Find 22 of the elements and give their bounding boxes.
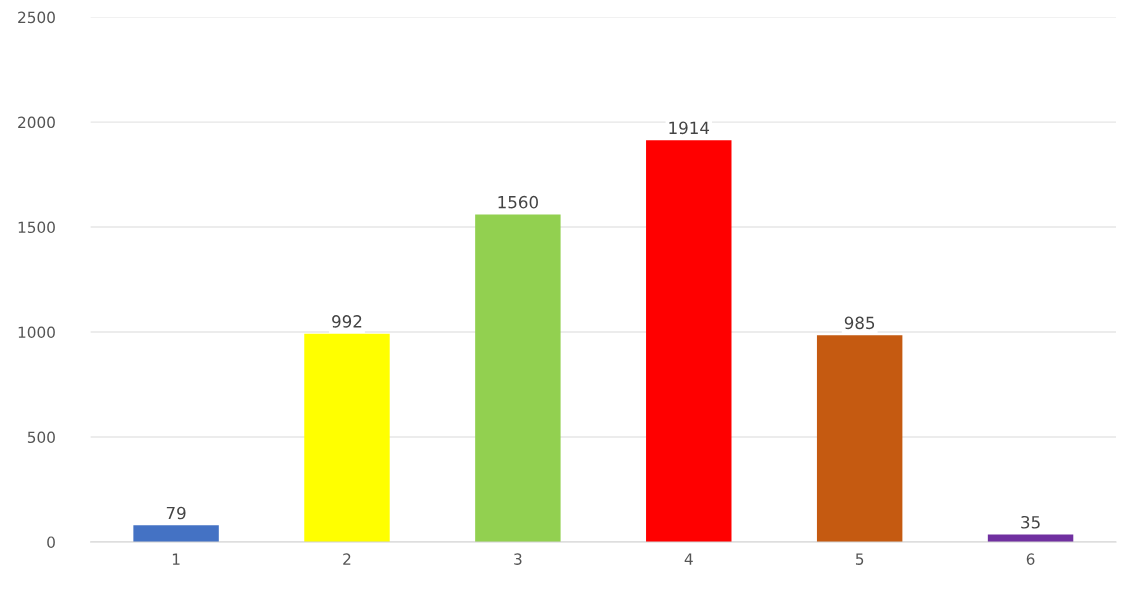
- bar: [816, 335, 903, 542]
- x-tick-label: 2: [343, 553, 351, 565]
- x-tick-label: 4: [684, 553, 693, 565]
- y-tick-label: 1500: [18, 221, 55, 234]
- data-label: 985: [844, 316, 875, 330]
- x-tick-label: 6: [1026, 553, 1035, 565]
- data-label: 79: [166, 506, 186, 520]
- x-tick-label: 5: [855, 553, 864, 565]
- x-tick-label: 3: [514, 553, 522, 565]
- bar: [133, 525, 219, 542]
- bar: [304, 333, 390, 542]
- y-tick-label: 0: [47, 536, 55, 548]
- x-tick-label: 1: [172, 553, 180, 565]
- y-tick-label: 2500: [18, 11, 55, 24]
- y-tick-label: 2000: [18, 116, 55, 129]
- data-label: 1914: [669, 121, 710, 135]
- data-label: 35: [1021, 515, 1040, 529]
- y-tick-label: 1000: [18, 326, 55, 339]
- bar: [646, 140, 732, 542]
- y-tick-label: 500: [27, 431, 55, 444]
- data-label: 992: [332, 315, 362, 328]
- data-label: 1560: [498, 195, 538, 209]
